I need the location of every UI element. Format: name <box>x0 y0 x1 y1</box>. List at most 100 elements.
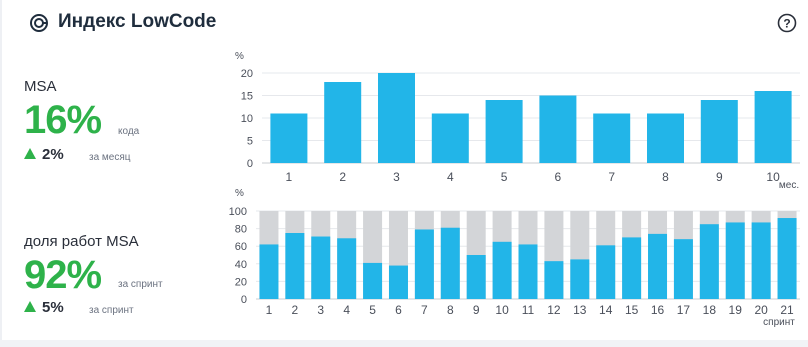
y-tick-label: 20 <box>241 68 253 80</box>
x-tick-label: 10 <box>766 170 780 184</box>
x-tick-label: 1 <box>286 170 293 184</box>
bar <box>539 95 577 163</box>
x-axis-label: мес. <box>779 180 799 191</box>
x-tick-label: 7 <box>421 303 428 317</box>
y-axis-unit: % <box>235 51 244 62</box>
metric-msa-delta-value: 2% <box>42 146 64 163</box>
bar <box>700 100 738 163</box>
y-tick-label: 0 <box>247 158 253 170</box>
bar <box>378 73 415 163</box>
metric-msa-share-label: доля работ MSA <box>24 233 139 250</box>
x-tick-label: 6 <box>395 303 402 317</box>
y-tick-label: 40 <box>235 259 247 271</box>
x-tick-label: 5 <box>369 303 376 317</box>
metric-msa-label: MSA <box>24 78 57 95</box>
bar <box>466 255 486 299</box>
bar <box>518 244 538 299</box>
bar <box>259 244 279 299</box>
x-tick-label: 8 <box>662 170 669 184</box>
up-arrow-icon <box>24 148 36 159</box>
x-tick-label: 9 <box>716 170 723 184</box>
x-tick-label: 7 <box>608 170 615 184</box>
metric-msa-share-unit: за спринт <box>118 279 163 290</box>
y-tick-label: 10 <box>241 113 253 125</box>
bar <box>285 233 305 299</box>
metric-msa-share-delta: 5% <box>24 299 64 316</box>
lowcode-logo-icon <box>30 14 48 32</box>
bar <box>485 100 523 163</box>
bar <box>431 113 469 163</box>
x-tick-label: 8 <box>447 303 454 317</box>
bar <box>492 241 512 299</box>
bar <box>673 239 693 299</box>
x-tick-label: 13 <box>573 303 587 317</box>
bar <box>270 113 308 163</box>
x-tick-label: 1 <box>266 303 273 317</box>
y-tick-label: 5 <box>247 136 253 148</box>
metric-msa-unit: кода <box>118 126 140 137</box>
x-tick-label: 2 <box>292 303 299 317</box>
bar <box>751 222 771 299</box>
bar <box>596 245 616 299</box>
bar <box>414 229 434 299</box>
x-tick-label: 10 <box>495 303 509 317</box>
x-tick-label: 4 <box>343 303 350 317</box>
bar <box>363 262 383 299</box>
bar <box>337 238 357 299</box>
x-tick-label: 2 <box>339 170 346 184</box>
bar <box>754 91 792 163</box>
x-tick-label: 21 <box>780 303 794 317</box>
bar <box>570 259 590 299</box>
y-tick-label: 100 <box>229 206 247 218</box>
metric-msa-share-delta-value: 5% <box>42 299 64 316</box>
bar <box>544 261 564 299</box>
bar <box>593 113 631 163</box>
bar <box>388 265 408 299</box>
x-tick-label: 5 <box>501 170 508 184</box>
y-tick-label: 60 <box>235 241 247 253</box>
x-tick-label: 4 <box>447 170 454 184</box>
x-tick-label: 3 <box>317 303 324 317</box>
card-left-border <box>0 0 2 347</box>
y-tick-label: 80 <box>235 224 247 236</box>
bar <box>777 218 797 299</box>
x-tick-label: 3 <box>393 170 400 184</box>
y-axis-unit: % <box>235 188 244 199</box>
metric-msa-value: 16% <box>24 98 102 142</box>
metric-msa-share-value: 92% <box>24 253 102 297</box>
x-tick-label: 12 <box>547 303 561 317</box>
bar <box>440 227 460 299</box>
svg-text:?: ? <box>783 17 790 31</box>
up-arrow-icon <box>24 301 36 312</box>
bar <box>622 237 642 299</box>
x-tick-label: 11 <box>522 303 535 317</box>
x-tick-label: 19 <box>729 303 743 317</box>
metric-msa-delta-unit: за месяц <box>89 152 131 163</box>
metric-msa-delta: 2% <box>24 146 64 163</box>
bar <box>311 236 331 299</box>
bar <box>647 113 684 163</box>
x-axis-label: спринт <box>763 317 795 328</box>
question-icon[interactable]: ? <box>776 12 798 34</box>
x-tick-label: 20 <box>754 303 768 317</box>
bar <box>324 82 362 163</box>
x-tick-label: 6 <box>555 170 562 184</box>
y-tick-label: 0 <box>241 294 247 306</box>
x-tick-label: 18 <box>703 303 717 317</box>
x-tick-label: 14 <box>599 303 613 317</box>
x-tick-label: 15 <box>625 303 639 317</box>
x-tick-label: 16 <box>651 303 665 317</box>
x-tick-label: 17 <box>677 303 691 317</box>
x-tick-label: 9 <box>473 303 480 317</box>
y-tick-label: 15 <box>241 91 253 103</box>
bar <box>699 224 719 299</box>
bar <box>648 233 668 299</box>
card-bottom-border <box>0 340 808 347</box>
card-title: Индекс LowCode <box>58 11 217 32</box>
y-tick-label: 20 <box>235 276 247 288</box>
bar <box>725 222 745 299</box>
metric-msa-share-delta-unit: за спринт <box>89 305 134 316</box>
